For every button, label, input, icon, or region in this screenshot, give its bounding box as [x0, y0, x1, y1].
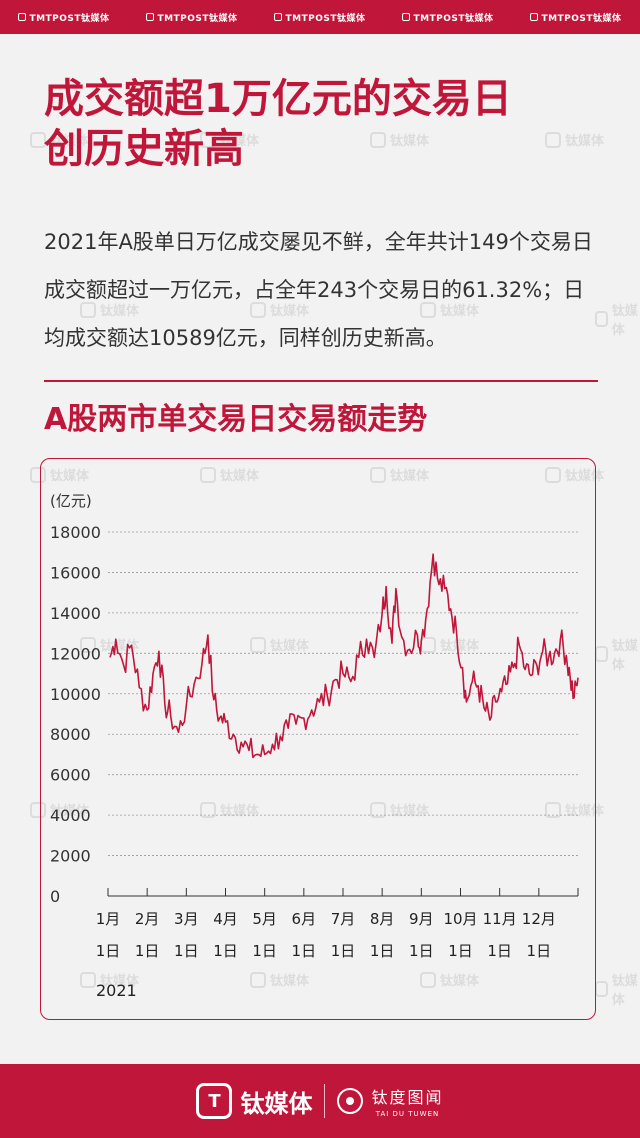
trading-volume-line [109, 553, 579, 759]
footer-sub-cn: 钛度图闻 [371, 1088, 444, 1107]
brand-text: TMTPOST钛媒体 [157, 13, 238, 24]
title-line-1: 成交额超1万亿元的交易日 [44, 76, 512, 122]
x-tick-label-month: 3月 [174, 910, 199, 928]
brand-text: TMTPOST钛媒体 [413, 13, 494, 24]
watermark-logo-icon [595, 981, 608, 997]
y-tick-label: 16000 [50, 563, 101, 582]
brand-text: TMTPOST钛媒体 [541, 13, 622, 24]
tmtpost-logo-icon [530, 13, 539, 21]
watermark: 钛媒体 [595, 970, 640, 1008]
x-tick-label-day: 1日 [370, 942, 395, 960]
x-tick-label-month: 11月 [483, 910, 517, 928]
x-tick-label-day: 1日 [174, 942, 199, 960]
y-tick-label: 0 [50, 887, 60, 906]
x-tick-label-month: 4月 [213, 910, 238, 928]
description-text: 2021年A股单日万亿成交屡见不鲜，全年共计149个交易日成交额超过一万亿元，占… [44, 230, 593, 350]
x-tick-label-day: 1日 [213, 942, 238, 960]
x-tick-label-month: 10月 [443, 910, 477, 928]
y-tick-label: 4000 [50, 806, 91, 825]
x-tick-label-day: 1日 [409, 942, 434, 960]
x-tick-label-day: 1日 [135, 942, 160, 960]
x-tick-label-day: 1日 [96, 942, 121, 960]
brand-item: TMTPOST钛媒体 [146, 11, 237, 24]
x-tick-label-month: 7月 [331, 910, 356, 928]
y-tick-label: 18000 [50, 523, 101, 542]
footer-sub-brand: 钛度图闻 TAI DU TUWEN [337, 1084, 443, 1118]
y-tick-label: 14000 [50, 604, 101, 623]
brand-item: TMTPOST钛媒体 [18, 11, 109, 24]
x-tick-label-month: 5月 [252, 910, 277, 928]
y-tick-label: 8000 [50, 725, 91, 744]
x-tick-label-month: 8月 [370, 910, 395, 928]
tmtpost-logo-icon [274, 13, 283, 21]
tmtpost-logo-icon: T [196, 1083, 233, 1119]
x-tick-label-day: 1日 [331, 942, 356, 960]
x-tick-label-day: 1日 [487, 942, 512, 960]
brand-text: TMTPOST钛媒体 [285, 13, 366, 24]
title-line-2: 创历史新高 [44, 126, 244, 172]
top-banner: TMTPOST钛媒体 TMTPOST钛媒体 TMTPOST钛媒体 TMTPOST… [0, 0, 640, 34]
trading-volume-line-chart: (亿元) 0 2000 4000 6000 8000 10000 12000 14000 1600… [50, 492, 579, 1000]
footer-separator [324, 1084, 326, 1118]
tmtpost-logo-icon [146, 13, 155, 21]
brand-text: TMTPOST钛媒体 [29, 13, 110, 24]
x-tick-label-month: 6月 [292, 910, 317, 928]
eye-icon [337, 1088, 364, 1114]
watermark: 钛媒体 [595, 635, 640, 673]
tmtpost-logo-icon [402, 13, 411, 21]
x-tick-label-month: 1月 [96, 910, 121, 928]
y-tick-label: 10000 [50, 685, 101, 704]
brand-item: TMTPOST钛媒体 [530, 11, 621, 24]
footer-banner: T 钛媒体 钛度图闻 TAI DU TUWEN [0, 1064, 640, 1138]
tmtpost-logo-icon [18, 13, 27, 21]
x-tick-label-day: 1日 [292, 942, 317, 960]
section-divider [44, 380, 598, 382]
x-tick-label-day: 1日 [527, 942, 552, 960]
x-tick-label-month: 12月 [522, 910, 556, 928]
footer-logo: T 钛媒体 [196, 1083, 312, 1119]
y-tick-label: 2000 [50, 847, 91, 866]
year-label: 2021 [96, 981, 137, 1000]
y-axis-label: (亿元) [50, 492, 92, 510]
watermark-text: 钛媒体 [611, 974, 638, 1008]
watermark-logo-icon [595, 646, 608, 662]
watermark-text: 钛媒体 [611, 304, 638, 338]
footer-logo-text: 钛媒体 [240, 1089, 313, 1118]
watermark-text: 钛媒体 [611, 639, 638, 673]
y-tick-label: 12000 [50, 644, 101, 663]
footer-sub-text: 钛度图闻 TAI DU TUWEN [371, 1084, 443, 1118]
brand-item: TMTPOST钛媒体 [274, 11, 365, 24]
y-tick-label: 6000 [50, 766, 91, 785]
x-tick-label-day: 1日 [252, 942, 277, 960]
x-tick-label-month: 2月 [135, 910, 160, 928]
footer-sub-en: TAI DU TUWEN [375, 1110, 440, 1118]
x-tick-label-day: 1日 [448, 942, 473, 960]
brand-item: TMTPOST钛媒体 [402, 11, 493, 24]
chart-title: A股两市单交易日交易额走势 [44, 402, 428, 437]
chart-frame [40, 458, 596, 1020]
x-tick-label-month: 9月 [409, 910, 434, 928]
page-title: 成交额超1万亿元的交易日 创历史新高 [44, 74, 604, 174]
